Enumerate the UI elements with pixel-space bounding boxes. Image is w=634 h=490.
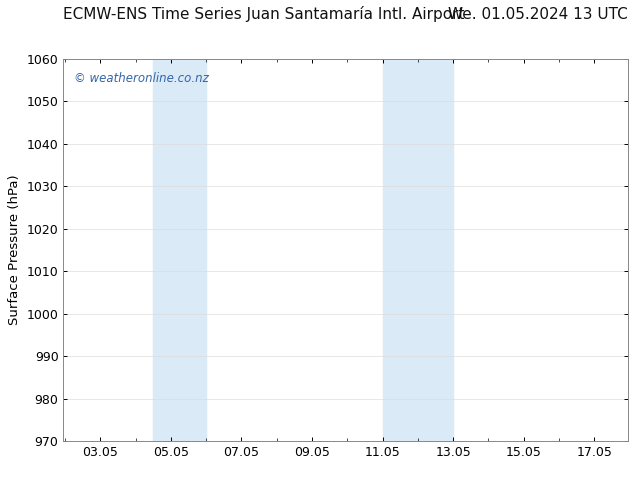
- Text: © weatheronline.co.nz: © weatheronline.co.nz: [74, 72, 209, 85]
- Bar: [382, 59, 453, 441]
- Y-axis label: Surface Pressure (hPa): Surface Pressure (hPa): [8, 174, 21, 325]
- Text: ECMW-ENS Time Series Juan Santamaría Intl. Airport: ECMW-ENS Time Series Juan Santamaría Int…: [63, 6, 465, 22]
- Text: We. 01.05.2024 13 UTC: We. 01.05.2024 13 UTC: [448, 7, 628, 22]
- Bar: [153, 59, 206, 441]
